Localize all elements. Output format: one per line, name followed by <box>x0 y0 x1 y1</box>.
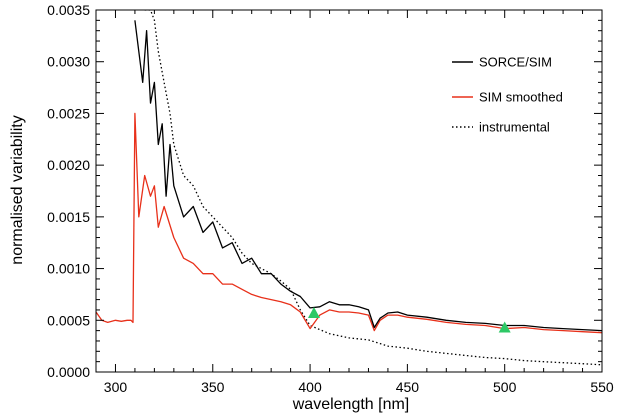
x-tick-label: 350 <box>201 379 225 395</box>
x-tick-label: 450 <box>396 379 420 395</box>
y-tick-label: 0.0035 <box>47 2 90 18</box>
axes: 300 350 400 450 500 550 0.0000 0.0005 0.0010 0.00… <box>47 2 614 395</box>
y-tick-label: 0.0020 <box>47 157 90 173</box>
marker-triangle-1 <box>307 307 320 319</box>
legend-label-3: instrumental <box>479 120 550 135</box>
marker-group <box>307 307 511 333</box>
legend-label-1: SORCE/SIM <box>479 55 552 70</box>
y-axis-title: normalised variability <box>9 115 26 264</box>
series-line-2 <box>96 112 602 334</box>
x-tick-label: 550 <box>590 379 614 395</box>
series-group <box>96 10 602 366</box>
series-line-1 <box>134 20 602 332</box>
series-line-3 <box>144 10 602 366</box>
y-tick-label: 0.0010 <box>47 261 90 277</box>
x-tick-label: 300 <box>104 379 128 395</box>
y-tick-label: 0.0030 <box>47 54 90 70</box>
y-tick-label: 0.0025 <box>47 105 90 121</box>
x-axis-title: wavelength [nm] <box>292 396 410 413</box>
legend: SORCE/SIM SIM smoothed instrumental <box>452 55 563 135</box>
legend-label-2: SIM smoothed <box>479 90 563 105</box>
marker-triangle-2 <box>498 321 511 333</box>
y-tick-label: 0.0005 <box>47 312 90 328</box>
x-tick-label: 400 <box>298 379 322 395</box>
y-tick-label: 0.0000 <box>47 364 90 380</box>
x-tick-label: 500 <box>493 379 517 395</box>
y-tick-label: 0.0015 <box>47 209 90 225</box>
